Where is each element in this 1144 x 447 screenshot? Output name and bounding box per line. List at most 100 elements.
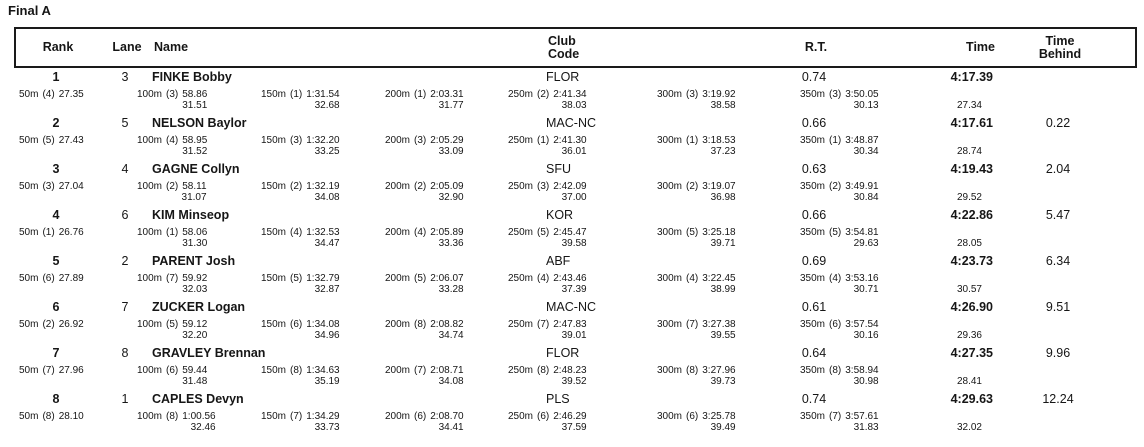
split-cell-100m: 100m (8) 1:00.56 32.46: [137, 411, 216, 433]
final-time-value: 4:23.73: [950, 254, 993, 268]
split-cell-350m: 350m (1) 3:48.87 30.34: [800, 135, 879, 157]
split-cell-50m: 50m (2) 26.92: [19, 319, 84, 330]
split-cell-100m: 100m (7) 59.92 32.03: [137, 273, 208, 295]
reaction-time-value: 0.74: [801, 392, 827, 406]
final-lap-split: 29.52: [956, 192, 982, 203]
split-cell-200m: 200m (2) 2:05.09 32.90: [385, 181, 464, 203]
split-cell-250m: 250m (1) 2:41.30 36.01: [508, 135, 587, 157]
reaction-time-value: 0.74: [801, 70, 827, 84]
reaction-time-value: 0.63: [801, 162, 827, 176]
split-cell-350m: 350m (3) 3:50.05 30.13: [800, 89, 879, 111]
lane-value: 2: [121, 254, 129, 268]
time-behind-value: 5.47: [1045, 208, 1071, 222]
result-row: 2 5 NELSON Baylor MAC-NC 0.66 4:17.61 0.…: [0, 114, 1144, 160]
time-behind-value: 0.22: [1045, 116, 1071, 130]
split-cell-300m: 300m (4) 3:22.45 38.99: [657, 273, 736, 295]
split-cell-350m: 350m (5) 3:54.81 29.63: [800, 227, 879, 249]
time-behind-value: 12.24: [1042, 392, 1074, 406]
swimmer-name: NELSON Baylor: [152, 116, 247, 130]
rank-value: 6: [52, 300, 60, 314]
club-code-value: KOR: [546, 208, 574, 222]
rank-value: 7: [52, 346, 60, 360]
split-cell-250m: 250m (2) 2:41.34 38.03: [508, 89, 587, 111]
final-time-value: 4:19.43: [950, 162, 993, 176]
result-row: 4 6 KIM Minseop KOR 0.66 4:22.86 5.47 50…: [0, 206, 1144, 252]
lane-value: 8: [121, 346, 129, 360]
final-time-value: 4:27.35: [950, 346, 993, 360]
swimmer-name: GAGNE Collyn: [152, 162, 240, 176]
col-header-reaction-time: R.T.: [804, 40, 828, 54]
rank-value: 8: [52, 392, 60, 406]
split-cell-200m: 200m (7) 2:08.71 34.08: [385, 365, 464, 387]
reaction-time-value: 0.66: [801, 208, 827, 222]
result-row: 8 1 CAPLES Devyn PLS 0.74 4:29.63 12.24 …: [0, 390, 1144, 436]
result-row: 3 4 GAGNE Collyn SFU 0.63 4:19.43 2.04 5…: [0, 160, 1144, 206]
split-cell-300m: 300m (1) 3:18.53 37.23: [657, 135, 736, 157]
splits-row: 50m (2) 26.92 100m (5) 59.12 32.20 150m (6) 1:…: [0, 316, 1144, 344]
splits-row: 50m (3) 27.04 100m (2) 58.11 31.07 150m (2) 1:…: [0, 178, 1144, 206]
split-cell-150m: 150m (5) 1:32.79 32.87: [261, 273, 340, 295]
final-lap-split: 28.05: [956, 238, 982, 249]
final-time-value: 4:29.63: [950, 392, 993, 406]
col-header-time: Time: [966, 40, 995, 54]
final-lap-split: 29.36: [956, 330, 982, 341]
split-cell-250m: 250m (3) 2:42.09 37.00: [508, 181, 587, 203]
heat-title: Final A: [8, 3, 51, 18]
club-code-value: SFU: [546, 162, 571, 176]
split-cell-100m: 100m (2) 58.11 31.07: [137, 181, 207, 203]
result-main-row: 6 7 ZUCKER Logan MAC-NC 0.61 4:26.90 9.5…: [14, 298, 1144, 316]
split-cell-150m: 150m (8) 1:34.63 35.19: [261, 365, 340, 387]
split-cell-150m: 150m (7) 1:34.29 33.73: [261, 411, 340, 433]
club-code-value: MAC-NC: [546, 116, 596, 130]
split-cell-200m: 200m (3) 2:05.29 33.09: [385, 135, 464, 157]
rank-value: 4: [52, 208, 60, 222]
swimmer-name: FINKE Bobby: [152, 70, 232, 84]
result-row: 6 7 ZUCKER Logan MAC-NC 0.61 4:26.90 9.5…: [0, 298, 1144, 344]
split-cell-300m: 300m (5) 3:25.18 39.71: [657, 227, 736, 249]
result-main-row: 1 3 FINKE Bobby FLOR 0.74 4:17.39: [14, 68, 1144, 86]
split-cell-200m: 200m (1) 2:03.31 31.77: [385, 89, 464, 111]
rank-value: 1: [52, 70, 60, 84]
split-cell-150m: 150m (2) 1:32.19 34.08: [261, 181, 340, 203]
time-behind-value: 6.34: [1045, 254, 1071, 268]
split-cell-350m: 350m (4) 3:53.16 30.71: [800, 273, 879, 295]
result-main-row: 3 4 GAGNE Collyn SFU 0.63 4:19.43 2.04: [14, 160, 1144, 178]
final-lap-split: 30.57: [956, 284, 982, 295]
club-code-value: ABF: [546, 254, 571, 268]
split-cell-100m: 100m (5) 59.12 32.20: [137, 319, 208, 341]
split-cell-300m: 300m (8) 3:27.96 39.73: [657, 365, 736, 387]
split-cell-250m: 250m (7) 2:47.83 39.01: [508, 319, 587, 341]
swimmer-name: KIM Minseop: [152, 208, 230, 222]
swimmer-name: ZUCKER Logan: [152, 300, 246, 314]
split-cell-300m: 300m (7) 3:27.38 39.55: [657, 319, 736, 341]
col-header-lane: Lane: [112, 40, 142, 54]
result-row: 5 2 PARENT Josh ABF 0.69 4:23.73 6.34 50…: [0, 252, 1144, 298]
split-cell-200m: 200m (4) 2:05.89 33.36: [385, 227, 464, 249]
final-lap-split: 27.34: [956, 100, 982, 111]
split-cell-50m: 50m (1) 26.76: [19, 227, 84, 238]
swimmer-name: CAPLES Devyn: [152, 392, 244, 406]
split-cell-350m: 350m (6) 3:57.54 30.16: [800, 319, 879, 341]
col-header-club-code: Club Code: [548, 33, 580, 61]
result-main-row: 8 1 CAPLES Devyn PLS 0.74 4:29.63 12.24: [14, 390, 1144, 408]
split-cell-200m: 200m (8) 2:08.82 34.74: [385, 319, 464, 341]
split-cell-300m: 300m (2) 3:19.07 36.98: [657, 181, 736, 203]
final-time-value: 4:17.39: [950, 70, 993, 84]
rank-value: 3: [52, 162, 60, 176]
result-main-row: 4 6 KIM Minseop KOR 0.66 4:22.86 5.47: [14, 206, 1144, 224]
time-behind-value: 2.04: [1045, 162, 1071, 176]
final-time-value: 4:17.61: [950, 116, 993, 130]
lane-value: 4: [121, 162, 129, 176]
result-row: 1 3 FINKE Bobby FLOR 0.74 4:17.39 50m (4)…: [0, 68, 1144, 114]
reaction-time-value: 0.61: [801, 300, 827, 314]
result-main-row: 2 5 NELSON Baylor MAC-NC 0.66 4:17.61 0.…: [14, 114, 1144, 132]
split-cell-300m: 300m (6) 3:25.78 39.49: [657, 411, 736, 433]
split-cell-50m: 50m (4) 27.35: [19, 89, 84, 100]
reaction-time-value: 0.69: [801, 254, 827, 268]
club-code-value: FLOR: [546, 70, 580, 84]
split-cell-100m: 100m (4) 58.95 31.52: [137, 135, 208, 157]
final-lap-split: 32.02: [956, 422, 982, 433]
lane-value: 5: [121, 116, 129, 130]
club-code-value: PLS: [546, 392, 570, 406]
